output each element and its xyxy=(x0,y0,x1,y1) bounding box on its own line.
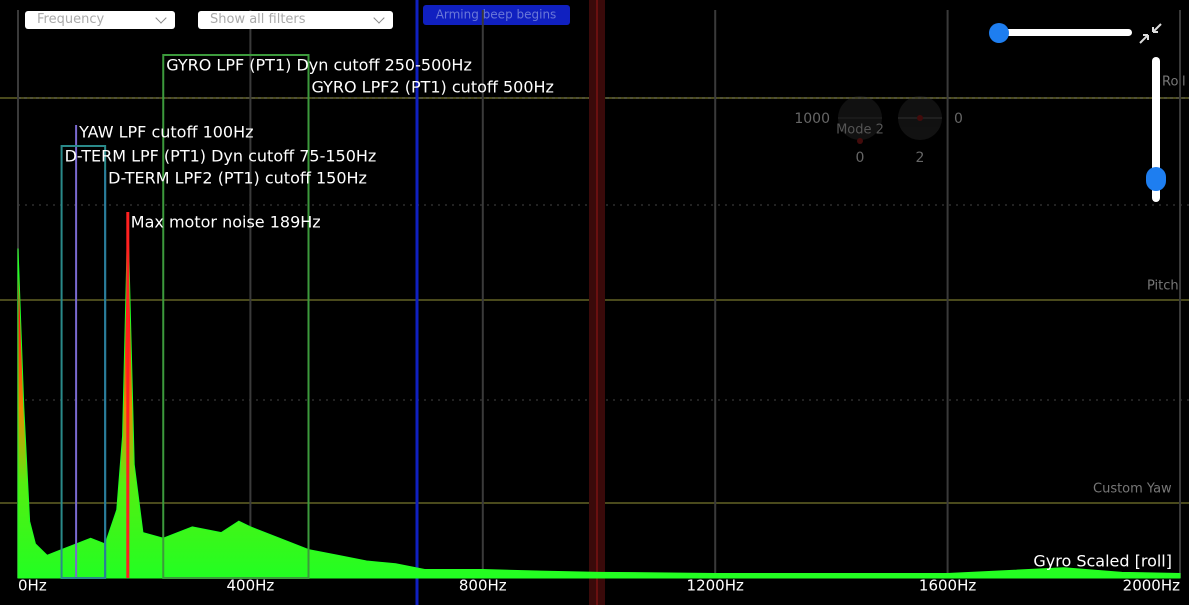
yaw-label: Custom Yaw xyxy=(1093,482,1172,497)
stick-overlay xyxy=(838,96,942,144)
zoom-slider[interactable] xyxy=(990,29,1132,36)
filter-select[interactable]: Show all filters xyxy=(198,11,393,29)
event-marker-label: Arming beep begins xyxy=(436,8,557,22)
series-label: Gyro Scaled [roll] xyxy=(1033,552,1172,571)
x-tick-label: 1600Hz xyxy=(919,577,976,595)
annotation-label: YAW LPF cutoff 100Hz xyxy=(78,123,253,142)
stick-right-bottom: 2 xyxy=(916,150,925,166)
stick-right-value: 0 xyxy=(954,111,963,127)
fullscreen-toggle[interactable] xyxy=(1139,23,1162,44)
x-tick-label: 2000Hz xyxy=(1123,577,1180,595)
zoom-controls[interactable] xyxy=(989,23,1166,202)
annotation-label: D-TERM LPF (PT1) Dyn cutoff 75-150Hz xyxy=(65,147,377,166)
gain-handle[interactable] xyxy=(1146,167,1166,191)
x-tick-label: 1200Hz xyxy=(687,577,744,595)
annotation-label: Max motor noise 189Hz xyxy=(131,213,321,232)
stick-left-value: 1000 xyxy=(794,111,830,127)
view-select[interactable]: Frequency xyxy=(25,11,175,29)
x-tick-label: 400Hz xyxy=(227,577,275,595)
annotation-label: D-TERM LPF2 (PT1) cutoff 150Hz xyxy=(108,169,367,188)
x-tick-label: 0Hz xyxy=(18,577,47,595)
gain-slider[interactable] xyxy=(1152,57,1160,202)
zoom-handle[interactable] xyxy=(989,23,1009,43)
annotation-label: GYRO LPF2 (PT1) cutoff 500Hz xyxy=(312,78,554,97)
filter-band xyxy=(60,145,107,579)
event-marker-box xyxy=(423,5,570,25)
roll-label: Roll xyxy=(1162,75,1186,90)
pitch-label: Pitch xyxy=(1147,279,1179,294)
stick-mode: Mode 2 xyxy=(836,123,884,138)
x-tick-label: 800Hz xyxy=(459,577,507,595)
stick-left-bottom: 0 xyxy=(856,150,865,166)
plot: 0Hz 400Hz 800Hz 1200Hz 1600Hz 2000Hz Gyro Scal… xyxy=(17,10,1181,595)
annotation-label: GYRO LPF (PT1) Dyn cutoff 250-500Hz xyxy=(166,56,472,75)
